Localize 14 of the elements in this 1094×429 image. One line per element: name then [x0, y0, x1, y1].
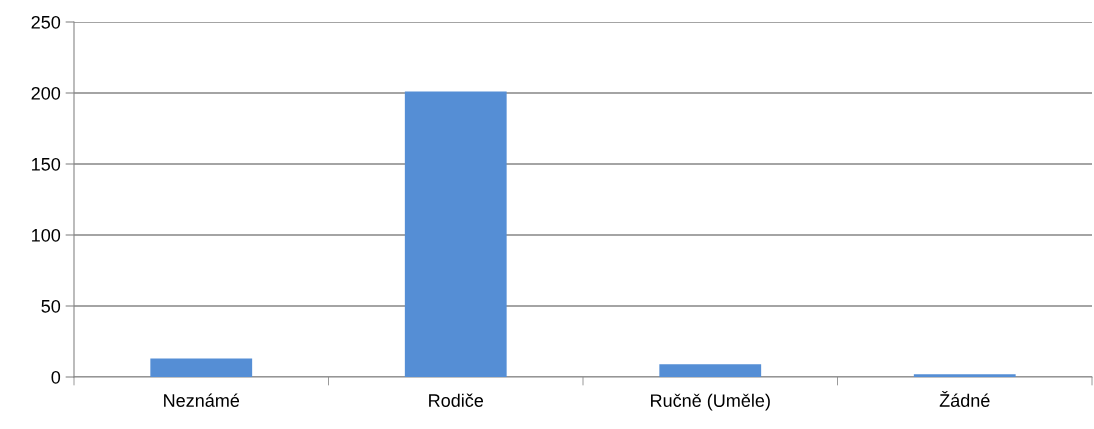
bar: [404, 91, 507, 377]
y-tick-label: 50: [41, 299, 61, 313]
y-tick-label: 100: [32, 228, 61, 242]
bar: [659, 364, 762, 377]
bar: [913, 374, 1016, 377]
x-tick-label: Rodiče: [429, 393, 484, 407]
y-tick-label: 200: [31, 86, 61, 100]
x-tick-label: Ručně (Uměle): [651, 393, 770, 411]
y-tick-label: 150: [32, 157, 61, 171]
x-tick-label: Neznámé: [164, 393, 240, 407]
x-tick-label: Žádné: [939, 390, 990, 407]
y-tick-label: 250: [31, 15, 61, 29]
bar: [150, 358, 253, 377]
y-tick-label: 0: [51, 370, 61, 384]
